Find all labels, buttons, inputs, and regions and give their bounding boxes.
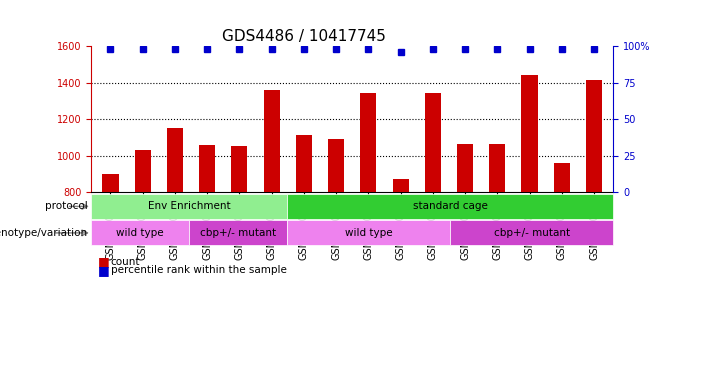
Bar [586,80,602,192]
Bar [425,93,441,192]
Bar [360,93,376,192]
Text: GDS4486 / 10417745: GDS4486 / 10417745 [222,28,386,43]
Text: standard cage: standard cage [413,201,488,212]
Bar [393,179,409,192]
Bar [554,163,570,192]
Bar [522,75,538,192]
Bar [296,136,312,192]
Text: cbp+/- mutant: cbp+/- mutant [200,228,276,238]
Bar [167,128,183,192]
Text: ■: ■ [98,255,110,268]
Bar [457,144,473,192]
Bar [328,139,344,192]
Text: Env Enrichment: Env Enrichment [148,201,231,212]
Bar [264,90,280,192]
Bar [199,145,215,192]
Text: cbp+/- mutant: cbp+/- mutant [494,228,570,238]
Text: genotype/variation: genotype/variation [0,228,88,238]
Bar [231,146,247,192]
Text: count: count [111,257,140,266]
Text: percentile rank within the sample: percentile rank within the sample [111,265,287,275]
Text: wild type: wild type [345,228,393,238]
Bar [102,174,118,192]
Text: wild type: wild type [116,228,164,238]
Text: ■: ■ [98,264,110,277]
Bar [489,144,505,192]
Bar [135,150,151,192]
Text: protocol: protocol [45,201,88,212]
